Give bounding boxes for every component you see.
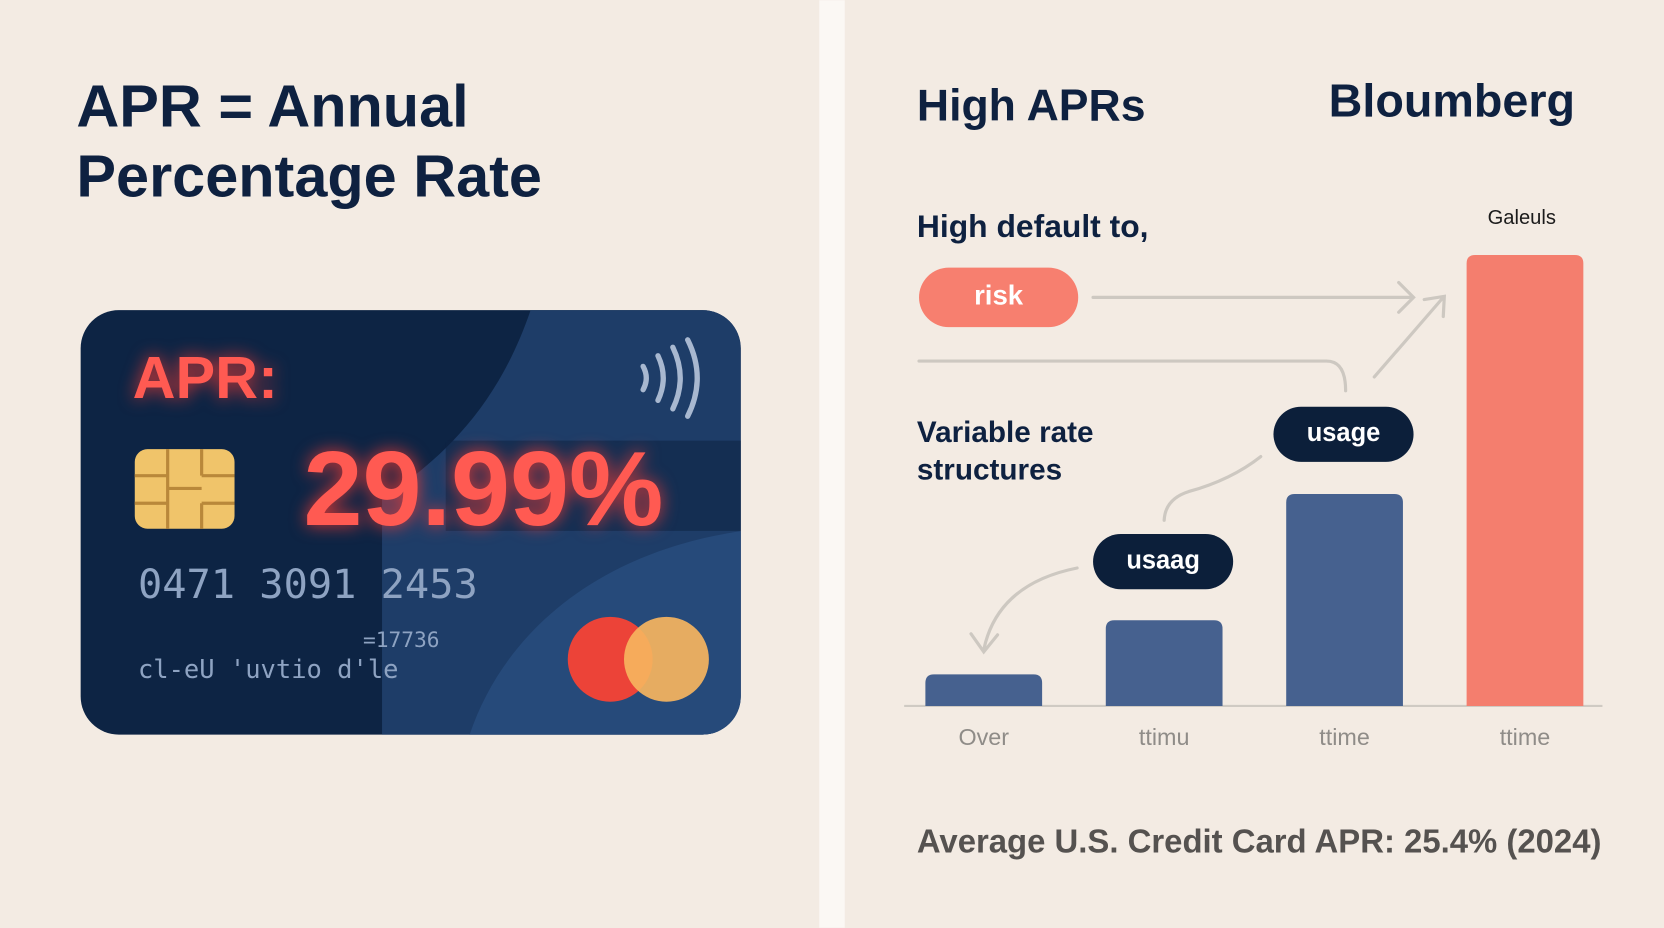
bar-chart: Over ttimu ttime ttime <box>904 254 1603 750</box>
chip <box>134 449 235 529</box>
pill <box>1273 406 1414 462</box>
footer: Average U.S. Credit Card APR: 25.4% (202… <box>917 823 1602 860</box>
pill <box>919 267 1079 328</box>
card-code: =17736 <box>363 628 440 653</box>
contactless-icon <box>640 337 700 419</box>
bar <box>1286 493 1403 706</box>
apr-label: APR: <box>133 344 278 411</box>
pill-text: usaag <box>1126 546 1200 574</box>
card-holder: cl-eU 'uvtio d'le <box>138 655 399 685</box>
pill-text: usage <box>1307 419 1381 447</box>
x-tick-label: ttime <box>1319 724 1370 750</box>
title-line: Percentage Rate <box>76 142 542 209</box>
title-line: APR = Annual <box>76 72 468 139</box>
pill <box>1093 534 1234 590</box>
brand: Bloumberg <box>1329 75 1575 127</box>
bar-label: Galeuls <box>1488 207 1556 229</box>
heading: High APRs <box>917 81 1146 130</box>
divider <box>819 0 845 928</box>
card-band <box>445 440 741 531</box>
label: Variable rate <box>917 416 1094 449</box>
label: structures <box>917 453 1062 486</box>
brand-circle <box>624 616 709 702</box>
bar <box>925 674 1043 706</box>
credit-card: APR: 29.99% 0471 3091 2453 =17736 cl-eU … <box>80 310 741 735</box>
pill-text: risk <box>974 280 1024 311</box>
x-tick-label: Over <box>958 724 1009 750</box>
x-tick-label: ttime <box>1500 724 1551 750</box>
label: High default to, <box>917 208 1149 244</box>
x-tick-label: ttimu <box>1139 724 1190 750</box>
apr-rate: 29.99% <box>304 430 664 548</box>
bar <box>1466 254 1584 706</box>
arrows <box>917 280 1447 655</box>
bar <box>1105 620 1223 706</box>
card-number: 0471 3091 2453 <box>138 561 478 608</box>
